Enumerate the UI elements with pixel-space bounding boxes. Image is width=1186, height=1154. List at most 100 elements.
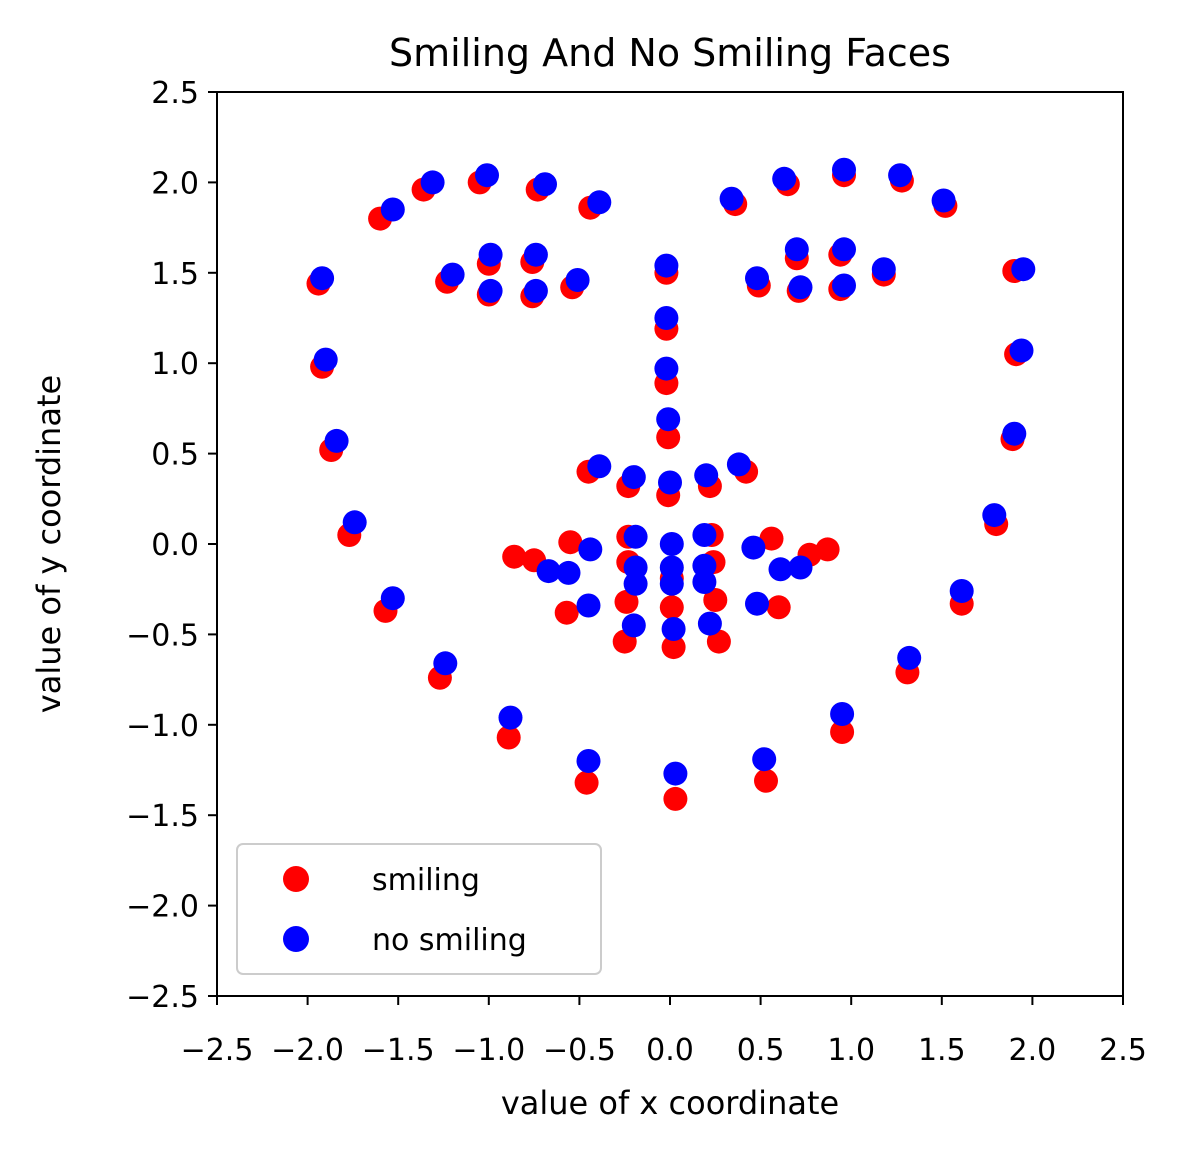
point-no-smiling	[420, 170, 445, 195]
point-no-smiling	[719, 186, 744, 211]
x-tick-label: −1.5	[362, 1033, 435, 1068]
point-smiling	[706, 629, 731, 654]
point-no-smiling	[324, 428, 349, 453]
point-no-smiling	[310, 266, 335, 291]
x-tick-label: 2.0	[1009, 1033, 1057, 1068]
point-no-smiling	[523, 278, 548, 303]
y-tick-label: −1.5	[126, 799, 199, 834]
point-smiling	[703, 588, 728, 612]
point-no-smiling	[533, 172, 557, 197]
point-no-smiling	[745, 591, 769, 616]
point-smiling	[656, 425, 681, 450]
point-no-smiling	[1002, 421, 1027, 446]
point-no-smiling	[888, 163, 913, 188]
y-axis-label: value of y coordinate	[30, 375, 68, 713]
point-no-smiling	[621, 465, 646, 490]
point-no-smiling	[659, 571, 684, 596]
point-no-smiling	[659, 532, 684, 556]
point-no-smiling	[576, 593, 601, 618]
legend-marker-smiling	[283, 866, 309, 892]
point-no-smiling	[830, 702, 855, 726]
y-tick-label: −0.5	[126, 618, 199, 653]
point-no-smiling	[788, 275, 813, 300]
point-no-smiling	[578, 537, 603, 562]
point-no-smiling	[745, 266, 769, 291]
point-no-smiling	[478, 278, 503, 303]
point-smiling	[659, 595, 684, 620]
point-no-smiling	[784, 237, 809, 262]
point-no-smiling	[587, 454, 612, 479]
legend-box	[236, 843, 602, 975]
x-axis: −2.5 −2.0 −1.5 −1.0 −0.5 0.0 0.5 1.0 1.5 2.0 2.5	[181, 996, 1147, 1068]
point-no-smiling	[621, 613, 646, 638]
point-no-smiling	[663, 761, 688, 786]
x-tick-label: 2.5	[1099, 1033, 1147, 1068]
point-no-smiling	[949, 579, 974, 603]
y-tick-label: 0.5	[151, 438, 199, 473]
point-no-smiling	[313, 347, 338, 372]
point-no-smiling	[788, 555, 813, 580]
point-no-smiling	[931, 188, 956, 213]
data-points	[306, 157, 1036, 811]
point-smiling	[558, 530, 583, 555]
point-no-smiling	[576, 749, 601, 773]
point-no-smiling	[380, 586, 405, 611]
point-no-smiling	[726, 452, 751, 477]
legend: smiling no smiling	[236, 843, 602, 975]
x-tick-label: 0.5	[737, 1033, 785, 1068]
point-no-smiling	[982, 503, 1007, 528]
x-tick-label: −0.5	[543, 1033, 616, 1068]
point-no-smiling	[380, 197, 405, 222]
point-no-smiling	[623, 571, 648, 596]
x-tick-label: −2.5	[181, 1033, 254, 1068]
point-smiling	[614, 589, 639, 614]
point-smiling	[754, 768, 778, 793]
point-no-smiling	[697, 611, 722, 636]
x-tick-label: 0.0	[646, 1033, 694, 1068]
point-no-smiling	[694, 463, 719, 488]
point-smiling	[815, 537, 840, 562]
point-no-smiling	[871, 257, 896, 282]
y-tick-label: −2.5	[126, 980, 199, 1015]
point-no-smiling	[523, 242, 548, 267]
x-tick-label: 1.0	[827, 1033, 875, 1068]
point-no-smiling	[741, 535, 766, 560]
point-no-smiling	[752, 747, 777, 772]
legend-label-smiling: smiling	[372, 863, 480, 898]
point-no-smiling	[536, 559, 561, 584]
point-no-smiling	[1011, 257, 1036, 282]
point-no-smiling	[692, 570, 717, 594]
point-no-smiling	[478, 242, 503, 267]
x-tick-label: −1.0	[452, 1033, 525, 1068]
point-no-smiling	[342, 510, 367, 535]
y-tick-label: −1.0	[126, 709, 199, 744]
point-no-smiling	[433, 651, 458, 676]
point-no-smiling	[768, 557, 793, 582]
legend-marker-no-smiling	[283, 926, 309, 952]
point-no-smiling	[832, 237, 856, 262]
point-no-smiling	[440, 262, 465, 287]
chart-title: Smiling And No Smiling Faces	[389, 31, 951, 75]
point-smiling	[502, 544, 527, 569]
point-no-smiling	[1009, 338, 1034, 363]
point-smiling	[661, 635, 686, 660]
point-no-smiling	[832, 157, 856, 182]
point-smiling	[766, 595, 791, 620]
point-no-smiling	[661, 617, 686, 641]
point-no-smiling	[658, 470, 682, 495]
y-tick-label: 1.0	[151, 347, 199, 382]
y-tick-label: 1.5	[151, 257, 199, 292]
x-axis-label: value of x coordinate	[501, 1084, 839, 1122]
point-smiling	[574, 770, 599, 795]
point-no-smiling	[654, 306, 679, 330]
point-smiling	[663, 786, 688, 811]
point-no-smiling	[772, 166, 797, 191]
point-no-smiling	[654, 356, 679, 381]
point-no-smiling	[498, 705, 523, 730]
y-tick-label: 2.5	[151, 76, 199, 111]
point-smiling	[830, 720, 855, 744]
y-axis: −2.5 −2.0 −1.5 −1.0 −0.5 0.0 0.5 1.0 1.5 2.0 2.5	[126, 76, 217, 1015]
legend-label-no-smiling: no smiling	[372, 923, 527, 958]
y-tick-label: 2.0	[151, 166, 199, 201]
